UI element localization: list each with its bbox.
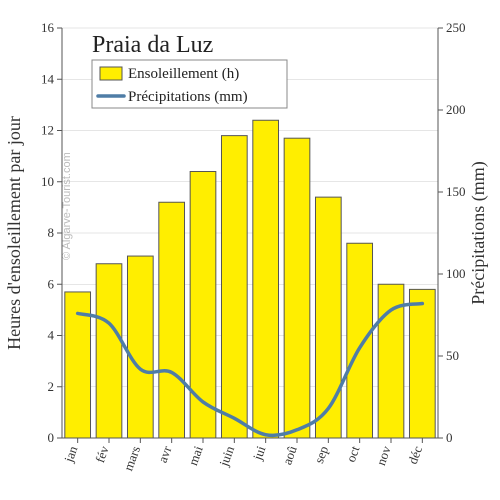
sunshine-bar	[315, 197, 341, 438]
sunshine-bar	[127, 256, 153, 438]
left-tick-label: 0	[48, 430, 55, 445]
right-tick-label: 150	[446, 184, 466, 199]
left-tick-label: 10	[41, 174, 54, 189]
left-tick-label: 6	[48, 276, 55, 291]
left-tick-label: 16	[41, 20, 55, 35]
right-tick-label: 0	[446, 430, 453, 445]
right-tick-label: 250	[446, 20, 466, 35]
legend-swatch-bar	[100, 67, 122, 80]
chart-title: Praia da Luz	[92, 32, 213, 58]
sunshine-bar	[221, 136, 247, 438]
watermark: © Algarve-Tourist.com	[61, 152, 73, 260]
left-tick-label: 8	[48, 225, 55, 240]
left-tick-label: 2	[48, 379, 55, 394]
left-tick-label: 14	[41, 71, 55, 86]
right-axis-label: Précipitations (mm)	[468, 161, 489, 304]
climate-chart: © Algarve-Tourist.com 0 2 4 6 8 10 12 14 16 0 50 100…	[0, 0, 500, 500]
left-tick-label: 12	[41, 123, 54, 138]
sunshine-bar	[284, 138, 310, 438]
sunshine-bar	[96, 264, 122, 438]
right-tick-label: 200	[446, 102, 466, 117]
sunshine-bar	[253, 120, 279, 438]
sunshine-bar	[159, 202, 185, 438]
right-tick-label: 50	[446, 348, 459, 363]
legend-label-precip: Précipitations (mm)	[128, 89, 248, 105]
sunshine-bar	[190, 172, 216, 439]
sunshine-bar	[347, 243, 373, 438]
left-tick-label: 4	[48, 328, 55, 343]
left-axis-label: Heures d'ensoleillement par jour	[4, 116, 24, 350]
legend-label-sunshine: Ensoleillement (h)	[128, 66, 239, 82]
sunshine-bar	[409, 289, 435, 438]
right-tick-label: 100	[446, 266, 466, 281]
